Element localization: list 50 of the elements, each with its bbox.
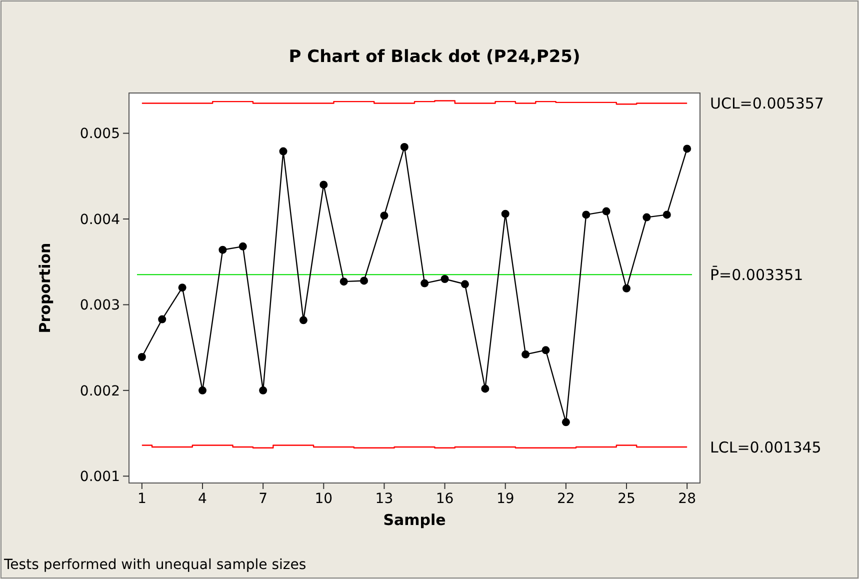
point [320, 180, 328, 189]
x-tick-label: 19 [496, 491, 514, 507]
point [340, 278, 348, 286]
series-label: LCL=0.001345 [710, 438, 822, 456]
point [299, 316, 308, 324]
point [138, 353, 146, 361]
point [238, 242, 247, 250]
x-tick-label: 25 [618, 491, 636, 507]
point [522, 350, 530, 358]
point [542, 346, 550, 354]
point [259, 386, 268, 394]
point [178, 284, 186, 292]
ref-line-label: P̄=0.003351 [710, 265, 804, 284]
point [460, 280, 469, 288]
y-tick-label: 0.001 [80, 469, 120, 486]
x-tick-label: 7 [258, 491, 268, 507]
chart-title: P Chart of Black dot (P24,P25) [288, 47, 580, 67]
point [400, 143, 408, 151]
point [642, 213, 651, 222]
point [562, 418, 570, 426]
point [501, 210, 510, 218]
point [683, 144, 692, 153]
y-axis-title: Proportion [36, 242, 54, 334]
point [602, 207, 610, 216]
y-tick-label: 0.003 [80, 298, 120, 314]
point [218, 246, 227, 254]
y-tick-label: 0.002 [80, 383, 120, 400]
text: Tests performed with unequal sample sizes [3, 557, 306, 573]
point [279, 147, 288, 156]
x-axis-title: Sample [383, 511, 446, 529]
x-tick-label: 4 [198, 491, 208, 507]
x-tick-label: 1 [137, 491, 146, 507]
x-tick-label: 13 [375, 491, 394, 507]
point [662, 210, 671, 219]
point [481, 384, 490, 393]
series-label: UCL=0.005357 [710, 94, 824, 113]
x-tick-label: 16 [436, 491, 454, 507]
point [420, 279, 429, 288]
y-tick-label: 0.004 [80, 212, 120, 228]
x-tick-label: 28 [678, 491, 696, 507]
y-tick-label: 0.005 [80, 126, 120, 142]
point [582, 210, 590, 219]
point [622, 284, 631, 292]
x-tick-label: 22 [557, 491, 575, 507]
point [158, 315, 166, 324]
point [360, 276, 368, 285]
point [198, 386, 206, 394]
x-tick-label: 10 [314, 491, 333, 507]
point [440, 275, 449, 283]
point [380, 212, 388, 220]
